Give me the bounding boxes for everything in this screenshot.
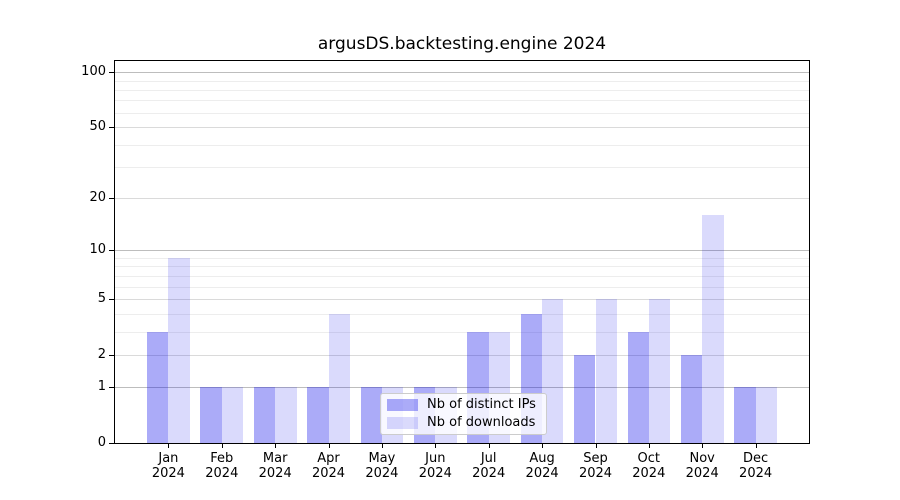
y-tick-mark <box>109 443 114 444</box>
bar-may-distinct-ips <box>360 387 382 443</box>
x-tick-mark <box>595 444 597 448</box>
bars-layer <box>115 61 809 443</box>
y-minor-gridline <box>115 89 809 91</box>
bar-oct-distinct-ips <box>627 331 649 443</box>
y-minor-gridline <box>115 313 809 315</box>
x-tick-label: Apr 2024 <box>311 451 346 481</box>
x-tick-mark <box>648 444 650 448</box>
y-minor-gridline <box>115 331 809 333</box>
y-gridline <box>115 72 809 74</box>
y-minor-gridline <box>115 80 809 82</box>
y-minor-gridline <box>115 275 809 277</box>
y-gridline <box>115 127 809 128</box>
y-tick-mark <box>109 198 114 200</box>
x-tick-label: Aug 2024 <box>525 451 559 481</box>
x-tick-label: Jul 2024 <box>472 451 506 481</box>
legend-item-distinct-ips: Nb of distinct IPs <box>387 397 538 413</box>
bar-dec-distinct-ips <box>734 387 756 443</box>
bar-feb-downloads <box>221 387 244 443</box>
x-tick-mark <box>168 444 170 448</box>
x-tick-mark <box>702 444 704 448</box>
y-minor-gridline <box>115 286 809 288</box>
x-tick-mark <box>488 444 490 448</box>
legend: Nb of distinct IPs Nb of downloads <box>380 393 547 435</box>
y-gridline <box>115 198 809 200</box>
y-tick-mark <box>109 250 114 252</box>
x-tick-mark <box>328 444 330 448</box>
y-tick-label: 100 <box>81 64 106 80</box>
chart-title: argusDS.backtesting.engine 2024 <box>317 34 607 54</box>
x-tick-label: Sep 2024 <box>578 451 613 481</box>
legend-label-distinct-ips: Nb of distinct IPs <box>427 397 536 413</box>
y-minor-gridline <box>115 266 809 268</box>
y-tick-label: 0 <box>97 435 106 450</box>
y-minor-gridline <box>115 258 809 259</box>
y-tick-mark <box>109 299 114 300</box>
x-tick-label: Oct 2024 <box>632 451 666 481</box>
bar-jan-distinct-ips <box>147 331 169 443</box>
y-tick-mark <box>109 387 114 389</box>
x-tick-mark <box>435 444 437 448</box>
y-tick-label: 2 <box>97 346 106 362</box>
x-tick-label: Nov 2024 <box>685 451 719 481</box>
bar-aug-downloads <box>542 299 564 443</box>
y-gridline <box>115 250 809 252</box>
y-tick-label: 50 <box>89 119 106 134</box>
y-tick-label: 20 <box>89 190 106 206</box>
bar-apr-downloads <box>328 313 350 443</box>
x-tick-label: Feb 2024 <box>205 451 239 481</box>
bar-feb-distinct-ips <box>200 387 222 443</box>
x-tick-label: Dec 2024 <box>739 451 773 481</box>
bar-nov-downloads <box>702 215 724 443</box>
bar-sep-downloads <box>595 299 617 443</box>
bar-mar-distinct-ips <box>253 387 276 443</box>
plot-area: Nb of distinct IPs Nb of downloads <box>114 60 810 444</box>
bar-apr-distinct-ips <box>307 387 329 443</box>
x-tick-label: Jan 2024 <box>151 451 185 481</box>
y-tick-mark <box>109 127 114 128</box>
y-gridline <box>115 299 809 300</box>
legend-swatch-distinct-ips-icon <box>387 399 418 412</box>
y-tick-label: 5 <box>97 291 106 306</box>
bar-oct-downloads <box>648 299 671 443</box>
y-gridline <box>115 387 809 389</box>
y-minor-gridline <box>115 144 809 146</box>
x-tick-mark <box>275 444 277 448</box>
x-tick-label: May 2024 <box>365 451 399 481</box>
x-tick-mark <box>542 444 544 448</box>
x-tick-mark <box>755 444 757 448</box>
bar-dec-downloads <box>755 387 777 443</box>
y-tick-mark <box>109 72 114 74</box>
x-tick-label: Mar 2024 <box>258 451 292 481</box>
legend-swatch-downloads-icon <box>387 416 418 429</box>
x-tick-label: Jun 2024 <box>418 451 452 481</box>
bar-jan-downloads <box>168 258 190 443</box>
y-gridline <box>115 354 809 356</box>
legend-item-downloads: Nb of downloads <box>387 415 538 431</box>
y-minor-gridline <box>115 100 809 102</box>
legend-label-downloads: Nb of downloads <box>427 414 536 430</box>
y-minor-gridline <box>115 167 809 168</box>
bar-mar-downloads <box>275 387 297 443</box>
y-tick-mark <box>109 354 114 356</box>
x-tick-mark <box>221 444 223 448</box>
gridlines-layer <box>115 61 809 443</box>
x-tick-mark <box>381 444 383 448</box>
y-minor-gridline <box>115 112 809 114</box>
bar-sep-distinct-ips <box>574 354 596 443</box>
y-tick-label: 10 <box>89 242 106 258</box>
bar-nov-distinct-ips <box>680 354 703 443</box>
y-tick-label: 1 <box>97 379 106 395</box>
